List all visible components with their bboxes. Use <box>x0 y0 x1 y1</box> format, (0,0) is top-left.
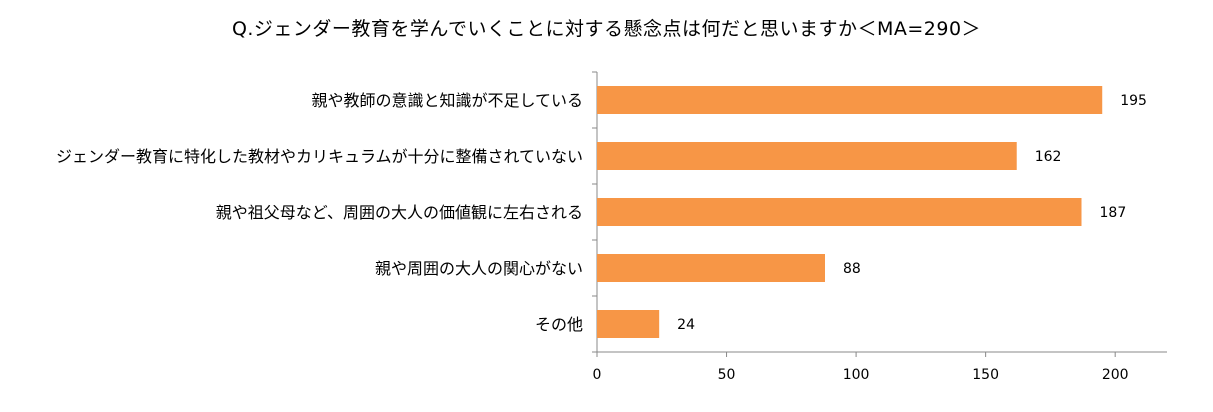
bar <box>597 198 1082 226</box>
x-tick-label: 0 <box>593 367 602 383</box>
x-tick-label: 100 <box>843 367 870 383</box>
bar <box>597 254 825 282</box>
x-tick-label: 50 <box>718 367 736 383</box>
data-label: 162 <box>1035 149 1062 165</box>
bar <box>597 86 1103 114</box>
data-label: 24 <box>677 317 695 333</box>
x-tick-label: 150 <box>972 367 999 383</box>
data-label: 195 <box>1120 93 1147 109</box>
data-label: 187 <box>1100 205 1127 221</box>
data-label: 88 <box>843 261 861 277</box>
x-tick-label: 200 <box>1102 367 1129 383</box>
category-label: 親や教師の意識と知識が不足している <box>311 91 583 110</box>
chart-title: Q.ジェンダー教育を学んでいくことに対する懸念点は何だと思いますか＜MA=290… <box>231 18 982 40</box>
bar <box>597 310 660 338</box>
category-label: 親や周囲の大人の関心がない <box>375 259 583 278</box>
category-label: ジェンダー教育に特化した教材やカリキュラムが十分に整備されていない <box>56 147 583 166</box>
category-label: その他 <box>535 315 583 334</box>
bar <box>597 142 1017 170</box>
category-label: 親や祖父母など、周囲の大人の価値観に左右される <box>216 203 583 222</box>
